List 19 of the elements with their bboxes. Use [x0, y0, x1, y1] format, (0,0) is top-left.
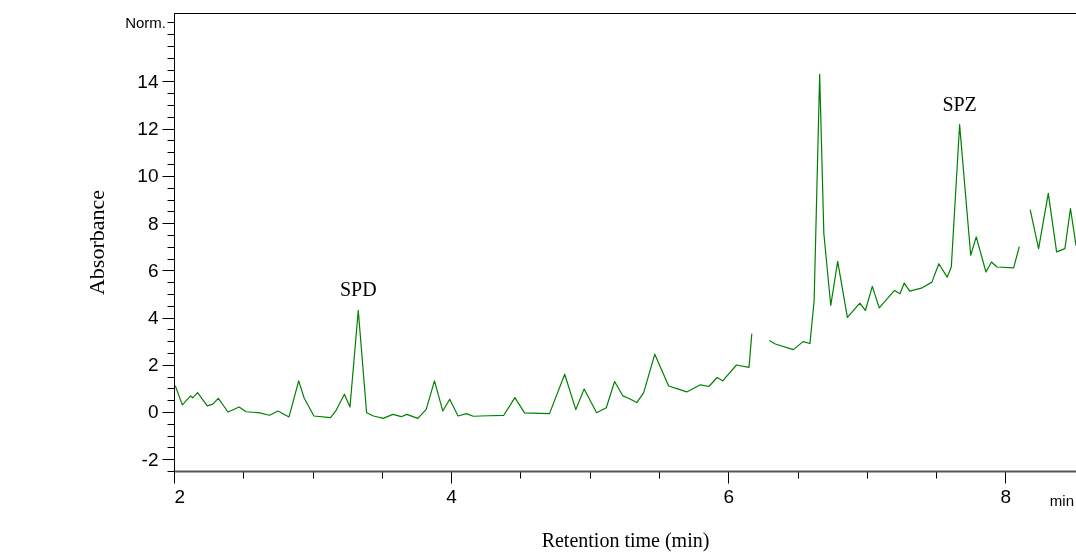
x-tick-label: 4: [446, 485, 458, 507]
y-tick-label: 4: [147, 307, 159, 329]
x-tick-label: 2: [174, 485, 186, 507]
annotation: SPZ: [942, 92, 977, 115]
y-tick-label: 10: [137, 165, 159, 187]
y-tick-label: -2: [141, 448, 159, 470]
y-tick-label: 12: [137, 118, 159, 140]
annotation: SPD: [339, 278, 377, 301]
x-tick-label: 6: [723, 485, 735, 507]
y-tick-label: 2: [147, 354, 159, 376]
y-axis-title: Absorbance: [84, 189, 110, 296]
y-tick-label: 14: [137, 70, 159, 92]
y-tick-label: 0: [147, 401, 159, 423]
y-tick-label: 6: [147, 259, 159, 281]
x-axis-title: Retention time (min): [541, 528, 710, 552]
x-tick-label: 8: [1000, 485, 1012, 507]
text: min: [1049, 492, 1074, 509]
text: Norm.: [125, 14, 166, 31]
y-tick-label: 8: [147, 212, 159, 234]
